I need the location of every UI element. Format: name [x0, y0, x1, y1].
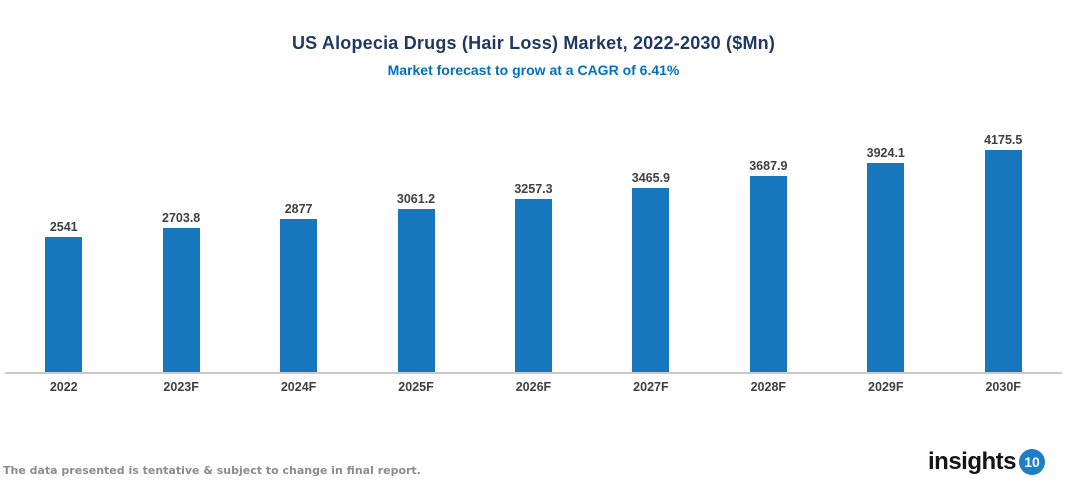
bar [397, 209, 435, 372]
logo-wordmark: insights [927, 448, 1017, 475]
bar-value-label: 2703.8 [162, 211, 201, 225]
chart-title: US Alopecia Drugs (Hair Loss) Market, 20… [291, 33, 776, 53]
bar [162, 228, 200, 372]
bar-group: 2877 [240, 112, 357, 372]
bar-value-label: 3924.1 [866, 146, 905, 160]
chart-subtitle: Market forecast to grow at a CAGR of 6.4… [387, 62, 680, 78]
bar-value-label: 3061.2 [396, 192, 436, 206]
bar-value-label: 3465.9 [631, 171, 671, 185]
bar-group: 3257.3 [475, 112, 592, 372]
bar [984, 150, 1022, 372]
x-axis-label: 2029F [868, 380, 904, 394]
bar-group: 4175.5 [945, 112, 1062, 372]
x-axis-label: 2026F [515, 380, 552, 394]
bar [749, 176, 787, 372]
x-axis-label: 2023F [163, 380, 199, 394]
x-axis-label: 2028F [750, 380, 787, 394]
bar-value-label: 3687.9 [749, 159, 788, 173]
bar [45, 237, 83, 372]
logo-badge-icon: 10 [1019, 449, 1045, 475]
bar-chart: 2541 2703.8 2877 3061.2 3257.3 3465.9 3687.9 39… [5, 112, 1062, 394]
bar-value-label: 2541 [49, 220, 78, 234]
x-axis-label: 2024F [280, 380, 317, 394]
bar [280, 219, 318, 372]
bar-group: 3924.1 [827, 112, 944, 372]
bar-value-label: 2877 [284, 202, 313, 216]
bar-group: 3687.9 [710, 112, 827, 372]
x-axis-labels: 2022 2023F 2024F 2025F 2026F 2027F 2028F 2029F 2… [5, 374, 1062, 394]
bar-group: 3061.2 [357, 112, 474, 372]
bar [514, 199, 552, 372]
disclaimer-text: The data presented is tentative & subjec… [3, 464, 421, 477]
x-axis-label: 2025F [398, 380, 434, 394]
x-axis-label: 2022 [49, 380, 78, 394]
bar [867, 163, 905, 372]
bar-group: 2703.8 [122, 112, 239, 372]
bar-value-label: 4175.5 [984, 133, 1023, 147]
bar-group: 2541 [5, 112, 122, 372]
bar-group: 3465.9 [592, 112, 709, 372]
x-axis-label: 2030F [985, 380, 1021, 394]
x-axis-label: 2027F [633, 380, 669, 394]
bars-row: 2541 2703.8 2877 3061.2 3257.3 3465.9 3687.9 39… [5, 112, 1062, 374]
bar [632, 188, 670, 372]
bar-value-label: 3257.3 [514, 182, 553, 196]
insights10-logo: insights 10 [928, 449, 1045, 475]
